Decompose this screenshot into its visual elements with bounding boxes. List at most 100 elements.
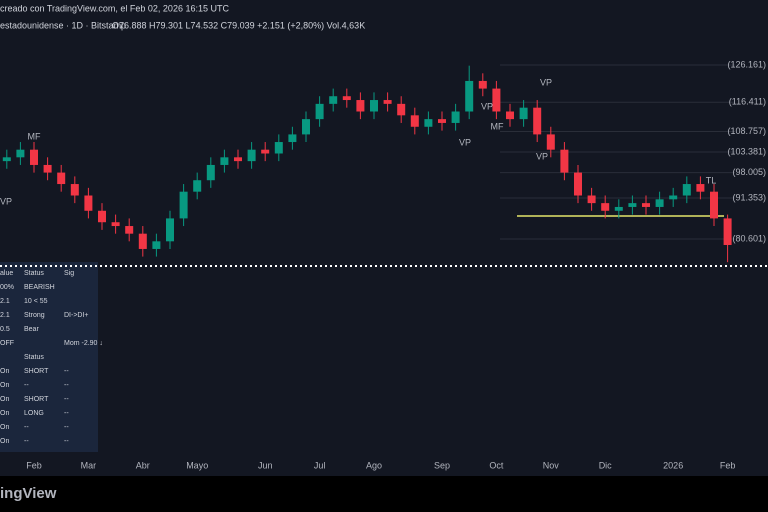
table-cell: --: [64, 410, 69, 417]
table-cell: Mom -2.90 ↓: [64, 340, 103, 347]
candle-body: [642, 203, 650, 207]
x-tick-label: Nov: [543, 460, 560, 470]
candle-body: [288, 134, 297, 143]
candle-body: [261, 149, 270, 154]
table-cell: 2.1: [0, 312, 10, 319]
candle-body: [574, 172, 582, 196]
annotation: VP: [0, 196, 12, 206]
candle-body: [206, 164, 215, 181]
y-tick-label: (98.005): [732, 167, 766, 177]
x-tick-label: Jun: [258, 460, 273, 470]
candle-body: [710, 191, 718, 219]
table-cell: LONG: [24, 410, 44, 417]
y-tick-label: (80.601): [732, 233, 766, 243]
candle-body: [601, 203, 610, 211]
table-cell: 10 < 55: [24, 298, 48, 305]
candle-body: [628, 203, 637, 207]
candle-body: [57, 172, 66, 185]
x-tick-label: Abr: [136, 460, 150, 470]
candle-body: [546, 134, 555, 150]
annotation: VP: [459, 137, 471, 147]
x-tick-label: Jul: [314, 460, 326, 470]
candle-body: [669, 195, 678, 200]
candle-body: [274, 142, 283, 154]
footer-bg: [0, 476, 768, 512]
candle-body: [383, 100, 392, 104]
table-cell: On: [0, 382, 9, 389]
candle-body: [111, 222, 120, 227]
annotation: TL: [706, 175, 717, 185]
candle-body: [179, 191, 188, 219]
candle-body: [302, 119, 310, 135]
candle-body: [70, 184, 79, 196]
candle-body: [329, 96, 338, 104]
table-cell: --: [24, 424, 29, 431]
table-cell: On: [0, 410, 9, 417]
table-cell: Strong: [24, 312, 45, 319]
y-tick-label: (103.381): [727, 146, 766, 156]
candle-body: [98, 210, 106, 223]
x-tick-label: Feb: [26, 460, 42, 470]
candle-body: [342, 96, 351, 101]
table-cell: alue: [0, 270, 13, 277]
table-cell: Bear: [24, 326, 39, 333]
table-cell: Status: [24, 270, 44, 277]
annotation: VP: [540, 77, 552, 87]
x-tick-label: Mayo: [186, 460, 208, 470]
candle-body: [438, 119, 446, 123]
x-tick-label: Oct: [489, 460, 504, 470]
candle-body: [451, 111, 460, 123]
table-cell: OFF: [0, 340, 14, 347]
candle-body: [424, 119, 433, 127]
table-cell: DI->DI+: [64, 312, 89, 319]
candle-body: [84, 195, 93, 211]
candle-body: [533, 107, 542, 135]
candle-body: [356, 100, 365, 112]
ohlc: O76.888 H79.301 L74.532 C79.039 +2.151 (…: [112, 20, 365, 30]
table-cell: --: [64, 368, 69, 375]
chart-bg: [0, 0, 768, 476]
annotation: MF: [28, 131, 41, 141]
annotation: MF: [491, 121, 504, 131]
candle-body: [138, 233, 147, 249]
y-tick-label: (108.757): [727, 126, 766, 136]
candle-body: [723, 218, 732, 245]
x-tick-label: Feb: [720, 460, 736, 470]
candle-body: [682, 184, 691, 196]
candle-body: [16, 149, 25, 158]
x-tick-label: Dic: [599, 460, 612, 470]
table-cell: On: [0, 368, 9, 375]
candle-body: [166, 218, 174, 242]
table-cell: SHORT: [24, 368, 49, 375]
candle-body: [220, 157, 229, 165]
table-cell: --: [64, 438, 69, 445]
y-tick-label: (126.161): [727, 59, 766, 69]
candle-body: [247, 149, 256, 162]
candle-body: [696, 184, 705, 192]
candle-body: [2, 157, 11, 162]
candle-body: [519, 107, 528, 120]
candle-body: [478, 80, 487, 89]
table-cell: Sig: [64, 270, 74, 277]
annotation: VP: [536, 151, 548, 161]
candle-body: [30, 149, 38, 165]
table-cell: SHORT: [24, 396, 49, 403]
table-cell: BEARISH: [24, 284, 55, 291]
table-cell: --: [64, 424, 69, 431]
table-cell: --: [64, 396, 69, 403]
stats-table-bg: [0, 262, 98, 452]
table-cell: --: [64, 382, 69, 389]
y-tick-label: (116.411): [729, 97, 766, 107]
y-tick-label: (91.353): [732, 192, 766, 202]
x-tick-label: Sep: [434, 460, 450, 470]
candle-body: [655, 199, 664, 207]
table-cell: 00%: [0, 284, 14, 291]
credit: creado con TradingView.com, el Feb 02, 2…: [0, 3, 229, 13]
table-cell: --: [24, 382, 29, 389]
candle-body: [587, 195, 596, 204]
table-cell: 2.1: [0, 298, 10, 305]
table-cell: On: [0, 396, 9, 403]
table-cell: On: [0, 424, 9, 431]
candle-body: [315, 103, 324, 120]
